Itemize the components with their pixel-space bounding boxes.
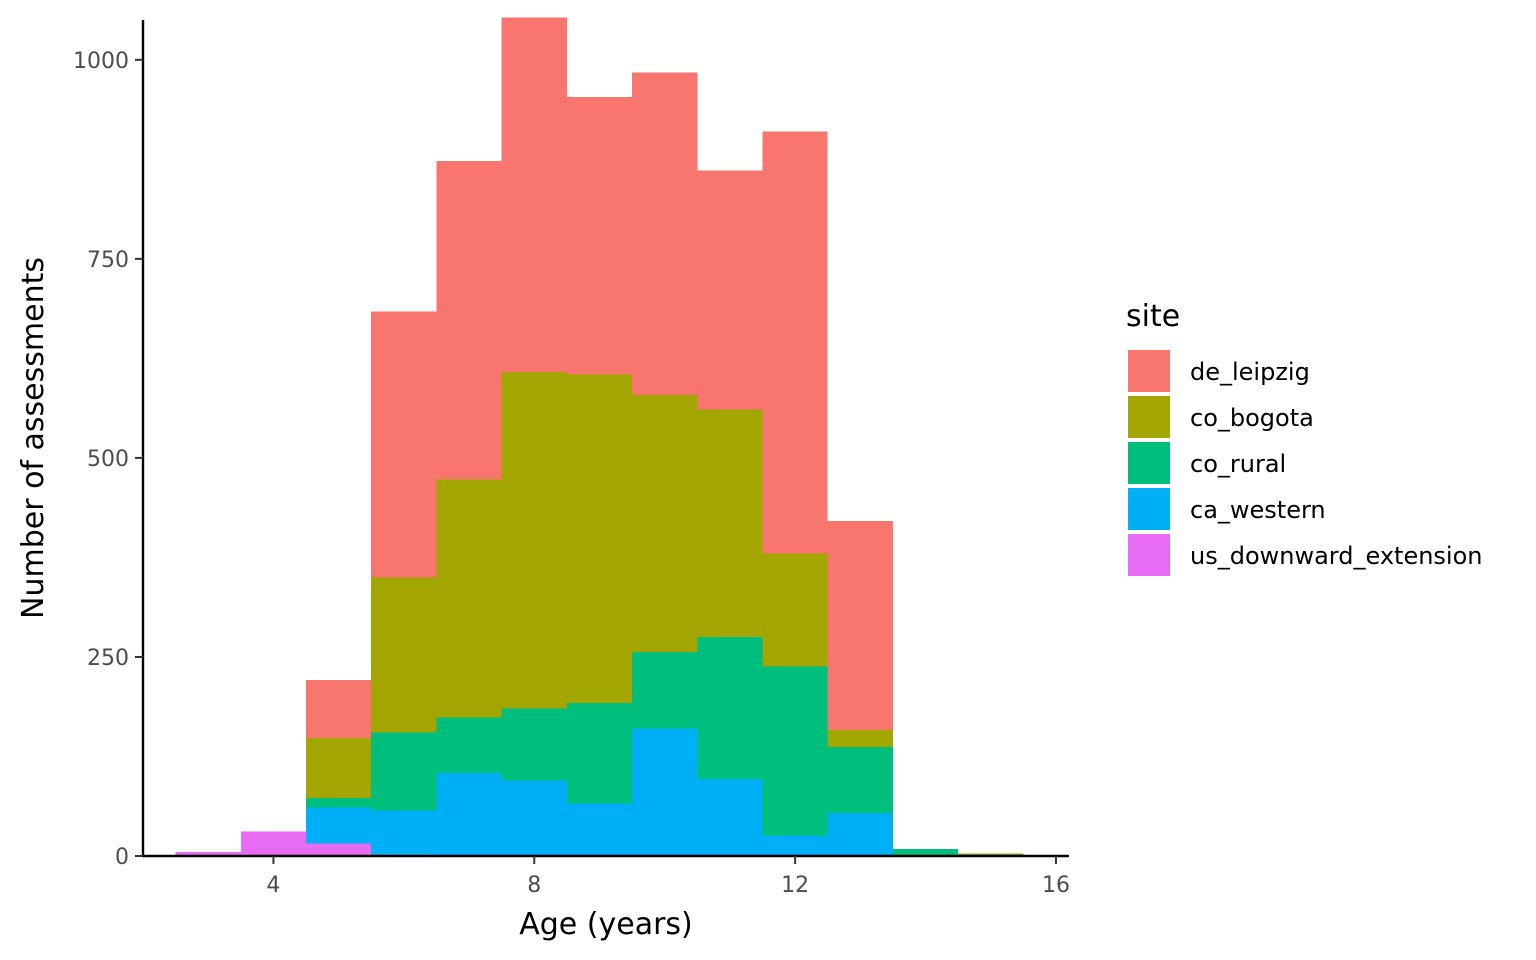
bar-ca_western-age-8 [501,780,567,856]
bar-co_bogota-age-7 [436,479,502,718]
y-tick-label-0: 0 [115,845,129,870]
bar-co_rural-age-8 [501,708,567,781]
legend-label-de_leipzig: de_leipzig [1190,358,1310,386]
bar-us_downward_extension-age-5 [306,843,372,856]
bar-co_rural-age-14 [892,848,959,856]
bar-ca_western-age-12 [762,835,828,856]
y-tick-label-500: 500 [87,447,129,472]
bar-co_rural-age-9 [566,703,633,804]
bar-de_leipzig-age-5 [306,680,372,739]
bar-ca_western-age-6 [371,810,437,855]
legend: site de_leipzig co_bogota co_rural ca_weste… [1126,299,1483,576]
bar-co_bogota-age-13 [827,730,893,747]
bar-co_rural-age-6 [371,732,437,811]
x-tick-label-8: 8 [527,873,541,898]
legend-key-co_bogota [1128,396,1170,438]
legend-key-co_rural [1128,442,1170,484]
bar-co_rural-age-5 [306,797,372,808]
bar-de_leipzig-age-11 [697,170,763,410]
bar-de_leipzig-age-10 [632,72,698,396]
bar-de_leipzig-age-13 [827,520,893,731]
bar-co_rural-age-13 [827,746,893,814]
y-tick-label-1000: 1000 [73,49,129,74]
bar-co_bogota-age-11 [697,409,763,638]
bar-ca_western-age-10 [632,728,698,856]
bar-de_leipzig-age-7 [436,160,502,480]
bar-co_bogota-age-6 [371,577,437,733]
bar-us_downward_extension-age-4 [240,831,307,856]
legend-key-us_downward_extension [1128,534,1170,576]
bar-us_downward_extension-age-3 [175,852,241,856]
x-tick-label-12: 12 [781,873,809,898]
bar-ca_western-age-11 [697,778,763,856]
bar-ca_western-age-5 [306,807,372,844]
y-axis-title: Number of assessments [16,257,51,619]
bar-co_rural-age-12 [762,666,828,836]
bar-ca_western-age-7 [436,773,502,856]
y-tick-label-250: 250 [87,646,129,671]
x-tick-label-4: 4 [266,873,280,898]
bar-de_leipzig-age-12 [762,131,828,554]
y-tick-label-750: 750 [87,248,129,273]
axes-layer: 4 8 12 16 0 250 500 750 1000 [73,20,1070,898]
legend-label-ca_western: ca_western [1190,496,1326,524]
bar-co_rural-age-11 [697,637,763,779]
legend-label-co_bogota: co_bogota [1190,404,1314,432]
x-axis-title: Age (years) [519,907,693,942]
bar-co_bogota-age-12 [762,553,828,667]
bar-co_rural-age-10 [632,652,698,729]
bar-co_bogota-age-5 [306,738,372,798]
bar-de_leipzig-age-6 [371,311,437,578]
bar-de_leipzig-age-8 [501,17,567,372]
bar-co_rural-age-7 [436,717,502,774]
bar-ca_western-age-9 [566,803,633,856]
legend-key-ca_western [1128,488,1170,530]
legend-label-us_downward_extension: us_downward_extension [1190,542,1483,570]
bars-layer [175,17,1024,856]
legend-label-co_rural: co_rural [1190,450,1286,478]
legend-key-de_leipzig [1128,350,1170,392]
bar-de_leipzig-age-9 [566,97,633,375]
bar-co_bogota-age-10 [632,395,698,653]
x-tick-label-16: 16 [1042,873,1070,898]
bar-co_bogota-age-9 [566,374,633,704]
bar-ca_western-age-13 [827,813,893,856]
bar-co_bogota-age-8 [501,371,567,709]
legend-title: site [1126,299,1180,334]
